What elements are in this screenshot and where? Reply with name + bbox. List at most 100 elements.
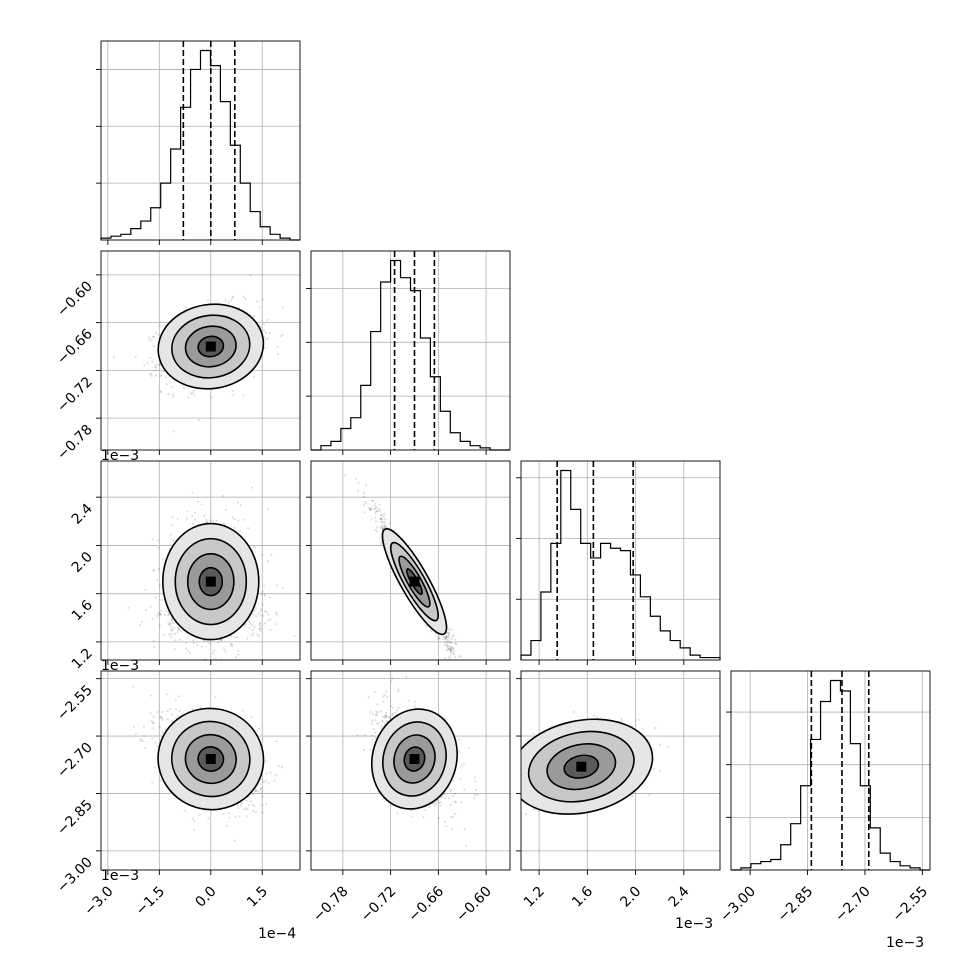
scatter-point: [155, 332, 157, 334]
scatter-point: [448, 628, 450, 630]
scatter-point: [150, 339, 152, 341]
scatter-point: [253, 805, 255, 807]
scatter-point: [243, 808, 245, 810]
scatter-point: [199, 814, 201, 816]
scatter-point: [242, 709, 244, 711]
scatter-point: [156, 616, 158, 618]
scatter-point: [170, 623, 172, 625]
scatter-point: [252, 629, 254, 631]
histogram-panel-0: [96, 41, 300, 240]
scatter-point: [380, 725, 382, 727]
scatter-point: [372, 500, 374, 502]
scatter-point: [151, 720, 153, 722]
scatter-point: [237, 501, 239, 503]
scatter-point: [375, 503, 377, 505]
scatter-point: [265, 780, 267, 782]
scatter-point: [139, 738, 141, 740]
scatter-point: [382, 521, 384, 523]
scatter-point: [245, 664, 247, 666]
scatter-point: [375, 520, 377, 522]
scatter-point: [262, 796, 264, 798]
scatter-point: [230, 299, 232, 301]
scatter-point: [242, 394, 244, 396]
scatter-point: [263, 585, 265, 587]
scatter-point: [430, 630, 432, 632]
scatter-point: [225, 509, 227, 511]
scatter-point: [156, 579, 158, 581]
scatter-point: [450, 666, 452, 668]
scatter-point: [450, 652, 452, 654]
scatter-point: [160, 375, 162, 377]
scatter-point: [438, 638, 440, 640]
scatter-point: [234, 816, 236, 818]
scatter-point: [151, 375, 153, 377]
scatter-point: [373, 508, 375, 510]
scatter-point: [261, 591, 263, 593]
scatter-point: [232, 390, 234, 392]
scatter-point: [157, 334, 159, 336]
scatter-point: [237, 654, 239, 656]
scatter-point: [374, 732, 376, 734]
scatter-point: [158, 364, 160, 366]
scatter-point: [174, 633, 176, 635]
scatter-point: [133, 726, 135, 728]
density-peak: [206, 754, 216, 764]
scatter-point: [153, 569, 155, 571]
scatter-point: [438, 802, 440, 804]
scatter-point: [265, 332, 267, 334]
scatter-point: [161, 719, 163, 721]
scatter-point: [442, 638, 444, 640]
scatter-point: [269, 618, 271, 620]
scatter-point: [237, 520, 239, 522]
scatter-point: [157, 539, 159, 541]
scatter-point: [267, 338, 269, 340]
scatter-point: [139, 624, 141, 626]
scatter-point: [245, 298, 247, 300]
scatter-point: [357, 482, 359, 484]
scatter-point: [396, 709, 398, 711]
scatter-point: [444, 641, 446, 643]
scatter-point: [248, 627, 250, 629]
scatter-point: [282, 334, 284, 336]
scatter-point: [150, 694, 152, 696]
scatter-point: [188, 636, 190, 638]
histogram-panel-3: [726, 671, 930, 870]
scatter-point: [451, 638, 453, 640]
scatter-point: [217, 641, 219, 643]
scatter-point: [267, 614, 269, 616]
scatter-point: [444, 644, 446, 646]
scatter-point: [158, 568, 160, 570]
scatter-point: [375, 529, 377, 531]
scatter-point: [171, 619, 173, 621]
scatter-point: [209, 642, 211, 644]
scatter-point: [194, 512, 196, 514]
scatter-point: [196, 644, 198, 646]
scatter-point: [157, 711, 159, 713]
scatter-point: [447, 648, 449, 650]
scatter-point: [374, 737, 376, 739]
scatter-point: [255, 811, 257, 813]
scatter-point: [267, 560, 269, 562]
scatter-point: [153, 336, 155, 338]
scatter-point: [374, 517, 376, 519]
scatter-point: [166, 383, 168, 385]
scatter-point: [259, 615, 261, 617]
scatter-point: [276, 346, 278, 348]
scatter-point: [149, 374, 151, 376]
histogram-panel-1: [306, 251, 510, 450]
density-peak: [206, 577, 216, 587]
density-panel-0-2: [101, 450, 300, 693]
scatter-point: [405, 676, 407, 678]
scatter-point: [380, 518, 382, 520]
scatter-point: [152, 716, 154, 718]
scatter-point: [154, 370, 156, 372]
scatter-point: [247, 527, 249, 529]
scatter-point: [215, 658, 217, 660]
scatter-point: [150, 606, 152, 608]
scatter-point: [275, 740, 277, 742]
scatter-point: [232, 516, 234, 518]
scatter-point: [153, 640, 155, 642]
scatter-point: [448, 636, 450, 638]
scatter-point: [189, 652, 191, 654]
